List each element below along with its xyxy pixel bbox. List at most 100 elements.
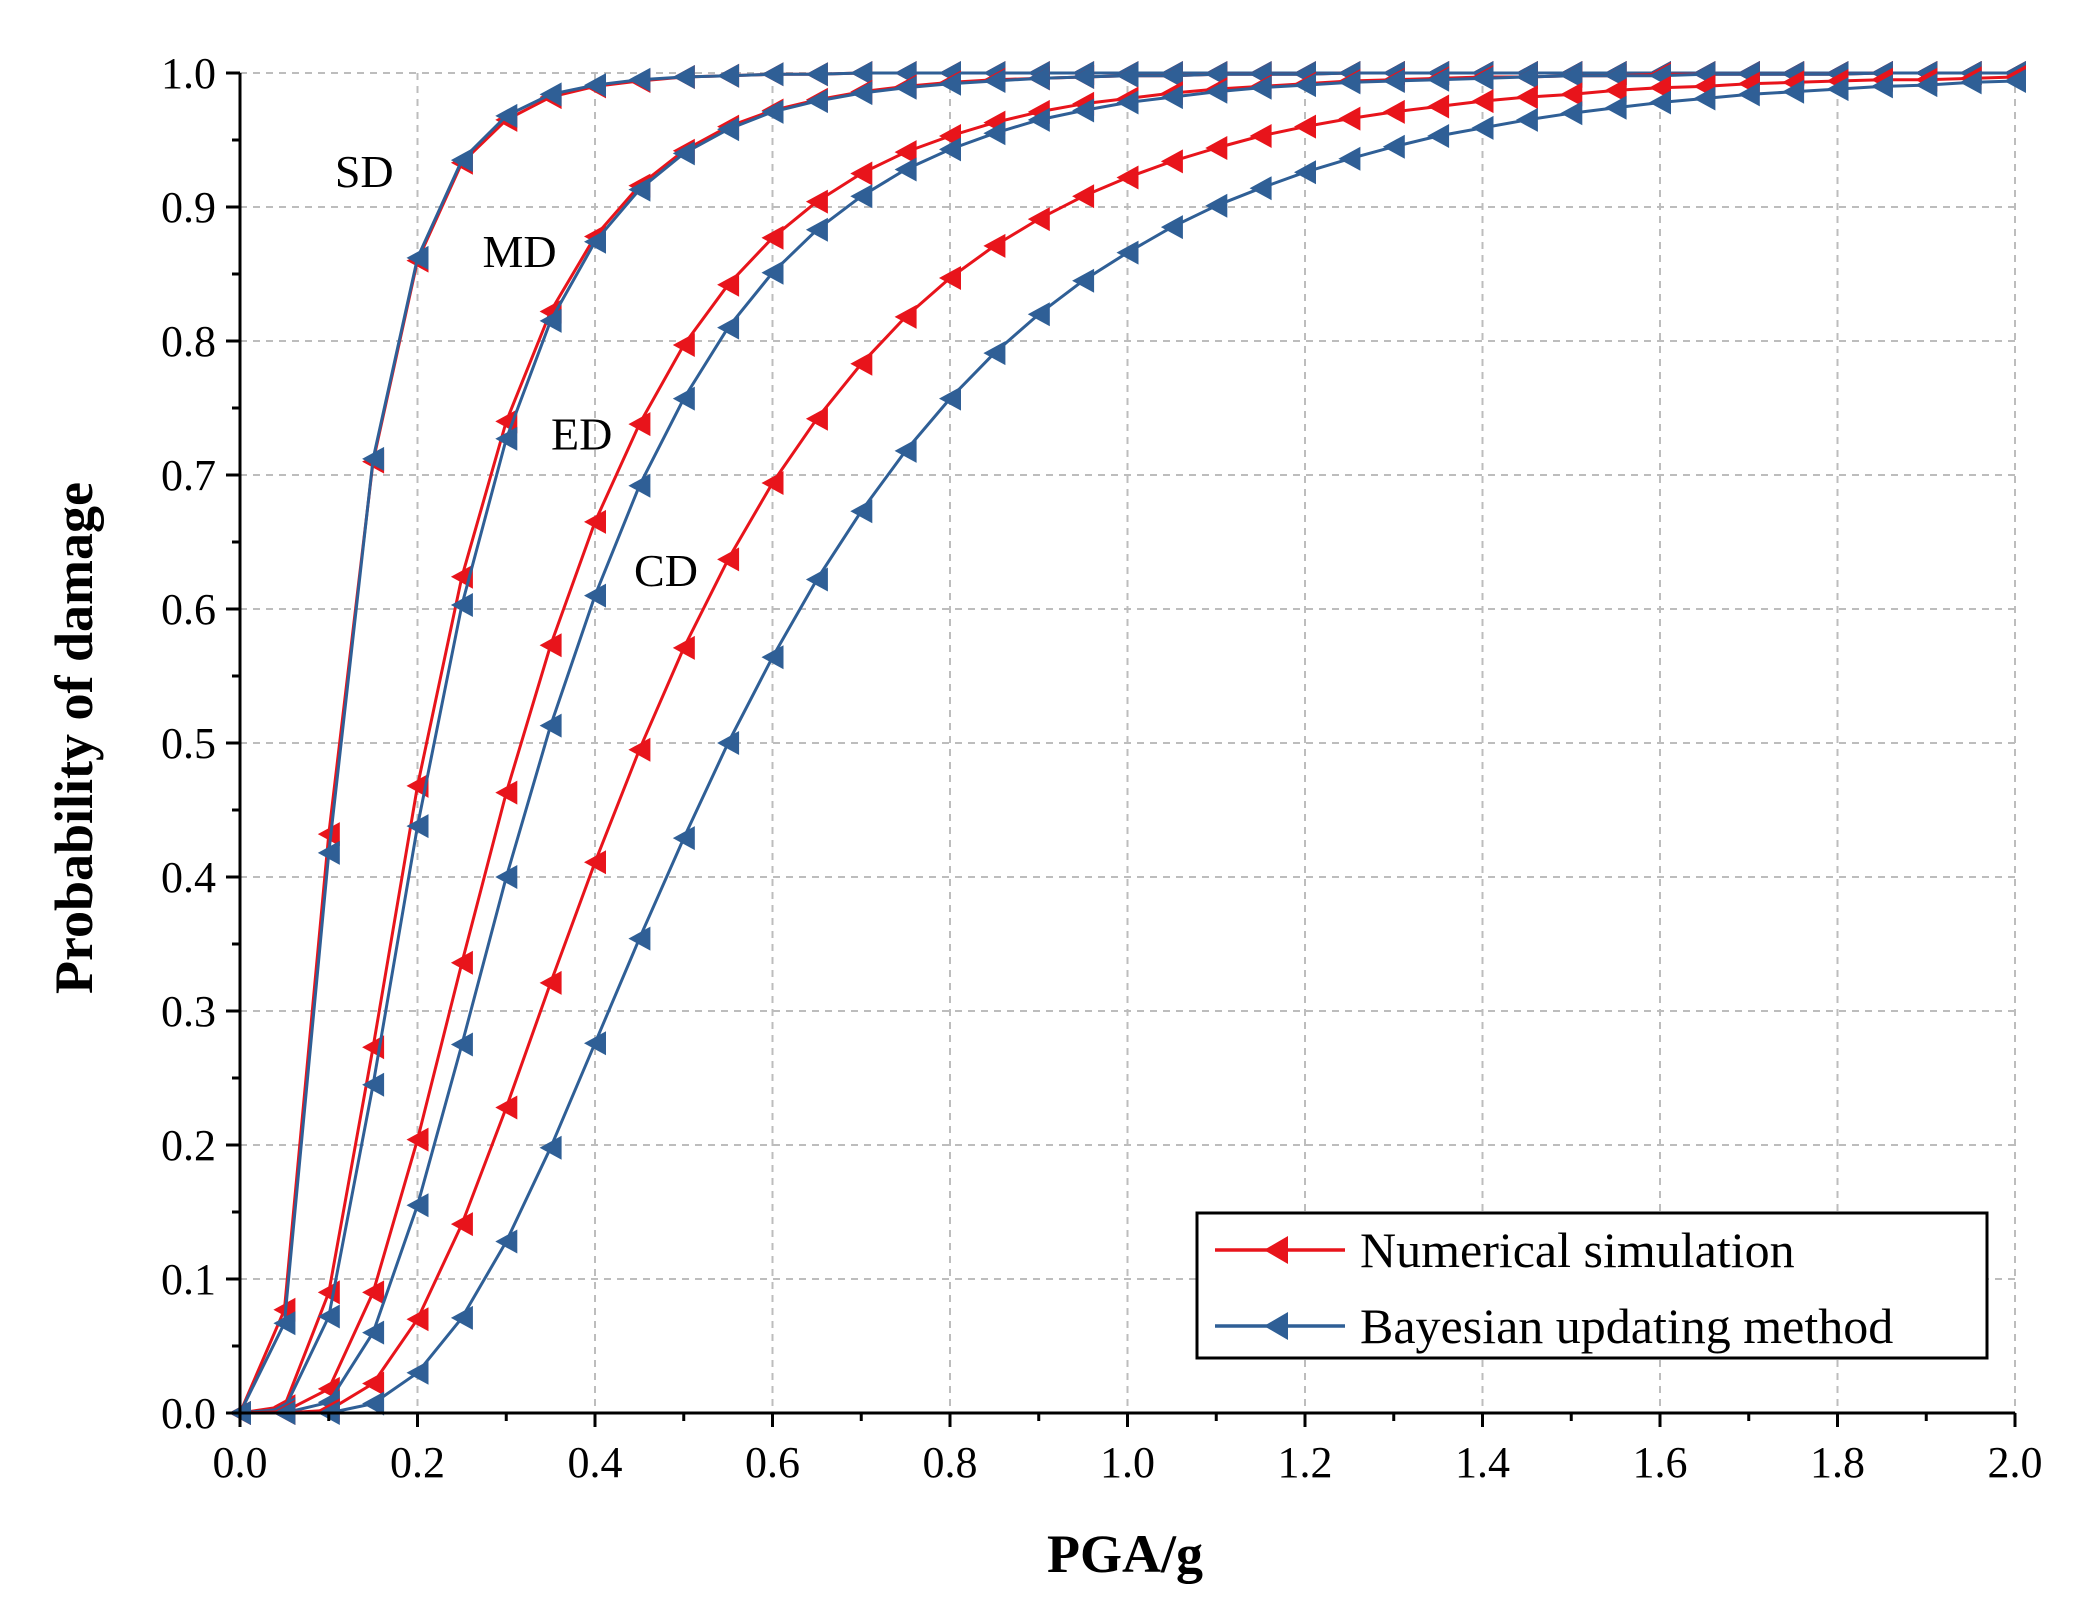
curve-label-md: MD bbox=[483, 226, 557, 277]
curve-label-sd: SD bbox=[335, 146, 394, 197]
y-tick-label: 1.0 bbox=[161, 49, 216, 98]
data-point bbox=[539, 970, 562, 995]
data-point bbox=[584, 1031, 606, 1056]
data-point bbox=[539, 1135, 562, 1160]
axes bbox=[226, 71, 2017, 1427]
data-point bbox=[539, 633, 562, 658]
data-point bbox=[850, 61, 873, 85]
data-point bbox=[1782, 79, 1805, 104]
data-point bbox=[1382, 99, 1405, 124]
x-tick-label: 1.6 bbox=[1633, 1438, 1688, 1487]
data-point bbox=[450, 950, 473, 975]
data-point bbox=[450, 593, 473, 617]
data-point bbox=[1382, 134, 1405, 159]
data-point bbox=[1338, 106, 1361, 131]
data-point bbox=[1249, 75, 1272, 100]
curve-label-cd: CD bbox=[634, 545, 698, 596]
data-point bbox=[1959, 70, 1982, 95]
series-CD-bayesian bbox=[229, 69, 2026, 1425]
data-point bbox=[273, 1311, 296, 1336]
data-point bbox=[850, 161, 873, 186]
data-point bbox=[717, 731, 740, 755]
data-point bbox=[450, 148, 473, 173]
data-point bbox=[1515, 65, 1538, 89]
data-point bbox=[672, 826, 695, 851]
data-point bbox=[1826, 77, 1849, 102]
data-point bbox=[894, 140, 917, 165]
data-point bbox=[939, 386, 961, 411]
data-point bbox=[406, 1127, 429, 1152]
data-point bbox=[450, 1305, 473, 1330]
data-point bbox=[1471, 66, 1494, 91]
data-point bbox=[1560, 101, 1583, 126]
y-tick-label: 0.8 bbox=[161, 317, 216, 366]
x-tick-label: 1.8 bbox=[1810, 1438, 1865, 1487]
data-point bbox=[1116, 90, 1139, 115]
data-point bbox=[584, 73, 606, 98]
data-point bbox=[1027, 207, 1050, 232]
legend: Numerical simulation Bayesian updating m… bbox=[1195, 1211, 1989, 1360]
data-point bbox=[1338, 146, 1361, 171]
x-tick-label: 0.2 bbox=[390, 1438, 445, 1487]
data-point bbox=[983, 121, 1006, 146]
data-point bbox=[1382, 69, 1405, 93]
data-point bbox=[939, 137, 961, 162]
data-point bbox=[406, 1307, 429, 1332]
y-axis-title: Probability of damage bbox=[44, 482, 104, 994]
x-tick-label: 1.0 bbox=[1100, 1438, 1155, 1487]
data-point bbox=[450, 1032, 473, 1057]
data-point bbox=[850, 499, 873, 524]
data-point bbox=[628, 177, 651, 202]
data-point bbox=[539, 82, 562, 107]
data-point bbox=[805, 406, 828, 431]
data-point bbox=[539, 308, 562, 333]
data-point bbox=[672, 386, 695, 411]
data-point bbox=[406, 814, 429, 839]
y-tick-label: 0.6 bbox=[161, 585, 216, 634]
y-tick-label: 0.0 bbox=[161, 1389, 216, 1438]
series-CD-numerical bbox=[229, 65, 2026, 1425]
curve-label-ed: ED bbox=[551, 408, 612, 459]
data-point bbox=[1027, 107, 1050, 132]
data-point bbox=[406, 1360, 429, 1385]
data-point bbox=[628, 473, 651, 498]
data-point bbox=[894, 304, 917, 329]
y-tick-label: 0.2 bbox=[161, 1121, 216, 1170]
x-axis-title: PGA/g bbox=[1047, 1524, 1203, 1584]
data-point bbox=[1915, 73, 1938, 98]
data-point bbox=[495, 865, 518, 889]
data-point bbox=[1072, 184, 1095, 209]
data-point bbox=[628, 737, 651, 762]
data-point bbox=[584, 583, 606, 608]
data-point bbox=[761, 62, 784, 87]
y-tick-label: 0.4 bbox=[161, 853, 216, 902]
data-point bbox=[317, 822, 340, 847]
legend-entry-bayesian: Bayesian updating method bbox=[1215, 1298, 1893, 1354]
x-tick-label: 0.8 bbox=[923, 1438, 978, 1487]
data-point bbox=[805, 62, 828, 87]
data-point bbox=[850, 184, 873, 209]
data-point bbox=[1604, 95, 1627, 120]
data-point bbox=[672, 65, 695, 89]
legend-marker-numerical bbox=[1264, 1236, 1288, 1264]
data-point bbox=[362, 1280, 385, 1305]
data-point bbox=[362, 1391, 385, 1416]
data-point bbox=[628, 412, 651, 437]
data-point bbox=[850, 351, 873, 376]
data-point bbox=[1294, 73, 1316, 98]
data-point bbox=[761, 225, 784, 250]
data-point bbox=[1515, 107, 1538, 132]
data-point bbox=[1072, 98, 1095, 123]
data-point bbox=[1427, 94, 1450, 119]
x-tick-label: 2.0 bbox=[1988, 1438, 2043, 1487]
legend-box bbox=[1195, 1211, 1989, 1360]
data-point bbox=[628, 926, 651, 951]
data-point bbox=[672, 333, 695, 357]
data-point bbox=[761, 645, 784, 670]
y-tick-label: 0.7 bbox=[161, 451, 216, 500]
data-point bbox=[1160, 149, 1183, 174]
data-point bbox=[894, 75, 917, 100]
x-tick-label: 0.6 bbox=[745, 1438, 800, 1487]
data-point bbox=[495, 1095, 518, 1120]
data-point bbox=[1649, 90, 1671, 115]
